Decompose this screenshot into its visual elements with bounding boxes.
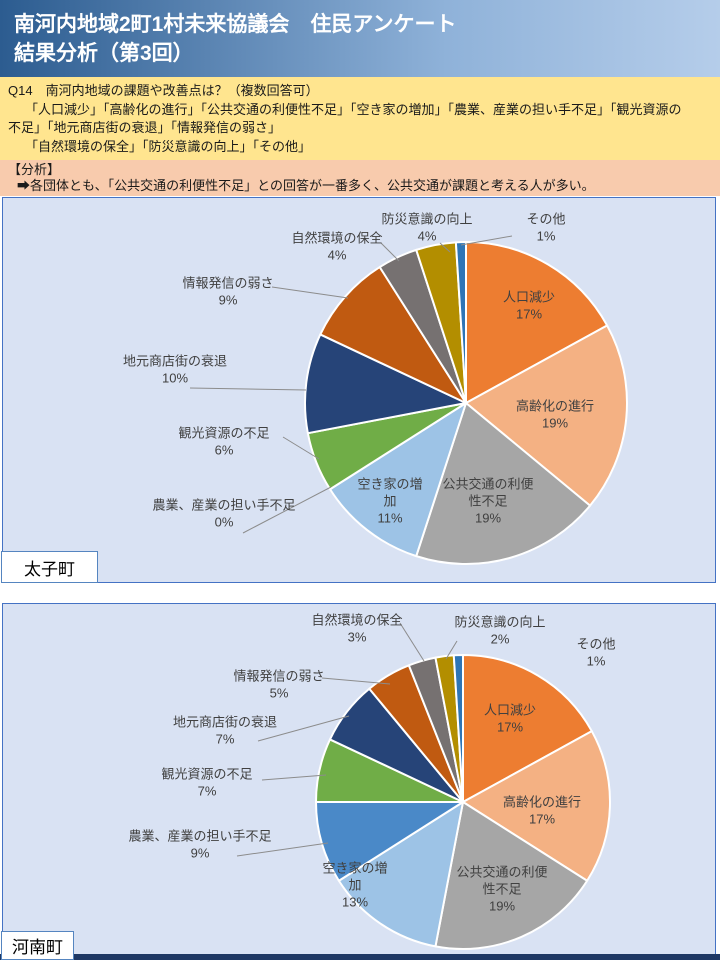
question-line: 「人口減少」「高齢化の進行」「公共交通の利便性不足」「空き家の増加」「農業、産業…	[25, 101, 682, 117]
chart-title-kanancho: 河南町	[1, 931, 74, 960]
page-title-line1: 南河内地域2町1村未来協議会 住民アンケート	[14, 13, 457, 36]
question-line: 不足」「地元商店街の衰退」「情報発信の弱さ」	[8, 120, 282, 135]
chart-panel-taishicho	[2, 197, 716, 583]
page-title-line2: 結果分析（第3回）	[14, 42, 194, 65]
question-box: Q14 南河内地域の課題や改善点は？（複数回答可） 「人口減少」「高齢化の進行」…	[0, 77, 720, 160]
analysis-title: 【分析】	[8, 162, 61, 177]
chart-title-taishicho: 太子町	[1, 551, 98, 583]
analysis-body: ➡各団体とも、「公共交通の利便性不足」との回答が一番多く、公共交通が課題と考える…	[17, 178, 595, 193]
question-line: 「自然環境の保全」「防災意識の向上」「その他」	[25, 138, 312, 154]
page-header: 南河内地域2町1村未来協議会 住民アンケート 結果分析（第3回）	[0, 0, 720, 77]
section-divider	[0, 954, 720, 960]
chart-panel-kanancho	[2, 603, 716, 955]
analysis-box: 【分析】 ➡各団体とも、「公共交通の利便性不足」との回答が一番多く、公共交通が課…	[0, 160, 720, 196]
question-line: Q14 南河内地域の課題や改善点は？（複数回答可）	[8, 83, 319, 98]
